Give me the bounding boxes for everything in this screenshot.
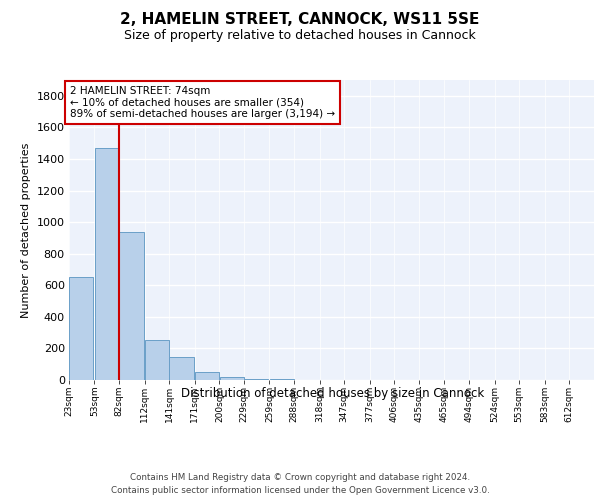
Bar bbox=[69, 278, 94, 380]
Bar bbox=[95, 148, 119, 380]
Text: 2, HAMELIN STREET, CANNOCK, WS11 5SE: 2, HAMELIN STREET, CANNOCK, WS11 5SE bbox=[121, 12, 479, 28]
Text: 2 HAMELIN STREET: 74sqm
← 10% of detached houses are smaller (354)
89% of semi-d: 2 HAMELIN STREET: 74sqm ← 10% of detache… bbox=[70, 86, 335, 119]
Y-axis label: Number of detached properties: Number of detached properties bbox=[21, 142, 31, 318]
Text: Distribution of detached houses by size in Cannock: Distribution of detached houses by size … bbox=[181, 388, 485, 400]
Text: Contains HM Land Registry data © Crown copyright and database right 2024.
Contai: Contains HM Land Registry data © Crown c… bbox=[110, 474, 490, 495]
Bar bbox=[270, 379, 294, 380]
Bar bbox=[220, 377, 244, 380]
Bar bbox=[119, 232, 143, 380]
Bar bbox=[169, 357, 194, 380]
Bar bbox=[244, 379, 268, 380]
Text: Size of property relative to detached houses in Cannock: Size of property relative to detached ho… bbox=[124, 29, 476, 42]
Bar bbox=[195, 372, 219, 380]
Bar bbox=[145, 340, 169, 380]
